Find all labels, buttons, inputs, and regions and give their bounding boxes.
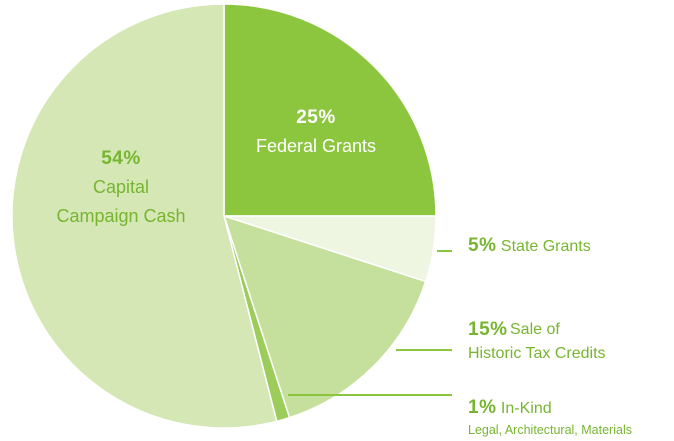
percent-label: 5% [468, 235, 497, 256]
pie-slice [11, 3, 278, 429]
slice-label: 15% Sale of Historic Tax Credits [468, 318, 615, 366]
category-label: Capital Campaign Cash [56, 177, 186, 226]
percent-label: 25% [296, 107, 336, 128]
percent-label: 15% [468, 319, 508, 340]
percent-label: 1% [468, 397, 497, 418]
slice-label: 54% Capital Campaign Cash [51, 144, 191, 231]
slice-label: 5% State Grants [468, 234, 668, 259]
description: Legal, Architectural, Materials [468, 423, 632, 437]
slice-label: 25% Federal Grants [236, 103, 396, 161]
category-label: In-Kind [500, 400, 552, 417]
category-label: Federal Grants [255, 136, 377, 156]
pie-slice [222, 214, 427, 419]
category-label: State Grants [500, 238, 591, 255]
percent-label: 54% [101, 148, 141, 169]
category-label: Sale of Historic Tax Credits [468, 321, 606, 362]
pie-slice [223, 3, 437, 217]
slice-label: 1% In-Kind [468, 396, 668, 421]
